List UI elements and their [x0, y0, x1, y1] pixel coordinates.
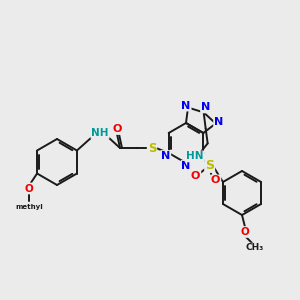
Text: N: N [201, 102, 210, 112]
Text: O: O [241, 227, 249, 237]
Text: HN: HN [186, 152, 203, 161]
Text: NH: NH [91, 128, 109, 138]
Text: O: O [112, 124, 122, 134]
Text: N: N [161, 151, 170, 161]
Text: CH₃: CH₃ [246, 244, 264, 253]
Text: O: O [25, 184, 34, 194]
Text: N: N [182, 161, 190, 171]
Text: N: N [182, 100, 190, 110]
Text: O: O [211, 176, 220, 185]
Text: S: S [205, 159, 214, 172]
Text: O: O [191, 171, 200, 182]
Text: N: N [214, 116, 223, 127]
Text: S: S [148, 142, 156, 154]
Text: methyl: methyl [15, 203, 43, 209]
